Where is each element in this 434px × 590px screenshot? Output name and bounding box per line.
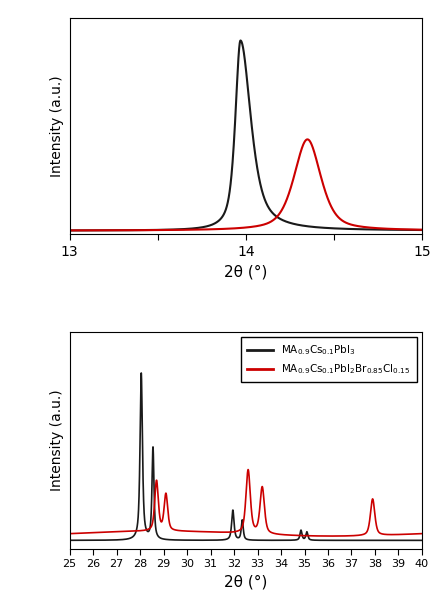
Y-axis label: Intensity (a.u.): Intensity (a.u.) (50, 389, 64, 491)
Y-axis label: Intensity (a.u.): Intensity (a.u.) (50, 76, 64, 177)
Legend: MA$_{0.9}$Cs$_{0.1}$PbI$_3$, MA$_{0.9}$Cs$_{0.1}$PbI$_2$Br$_{0.85}$Cl$_{0.15}$: MA$_{0.9}$Cs$_{0.1}$PbI$_3$, MA$_{0.9}$C… (240, 337, 416, 382)
X-axis label: 2θ (°): 2θ (°) (224, 264, 267, 280)
X-axis label: 2θ (°): 2θ (°) (224, 575, 267, 589)
